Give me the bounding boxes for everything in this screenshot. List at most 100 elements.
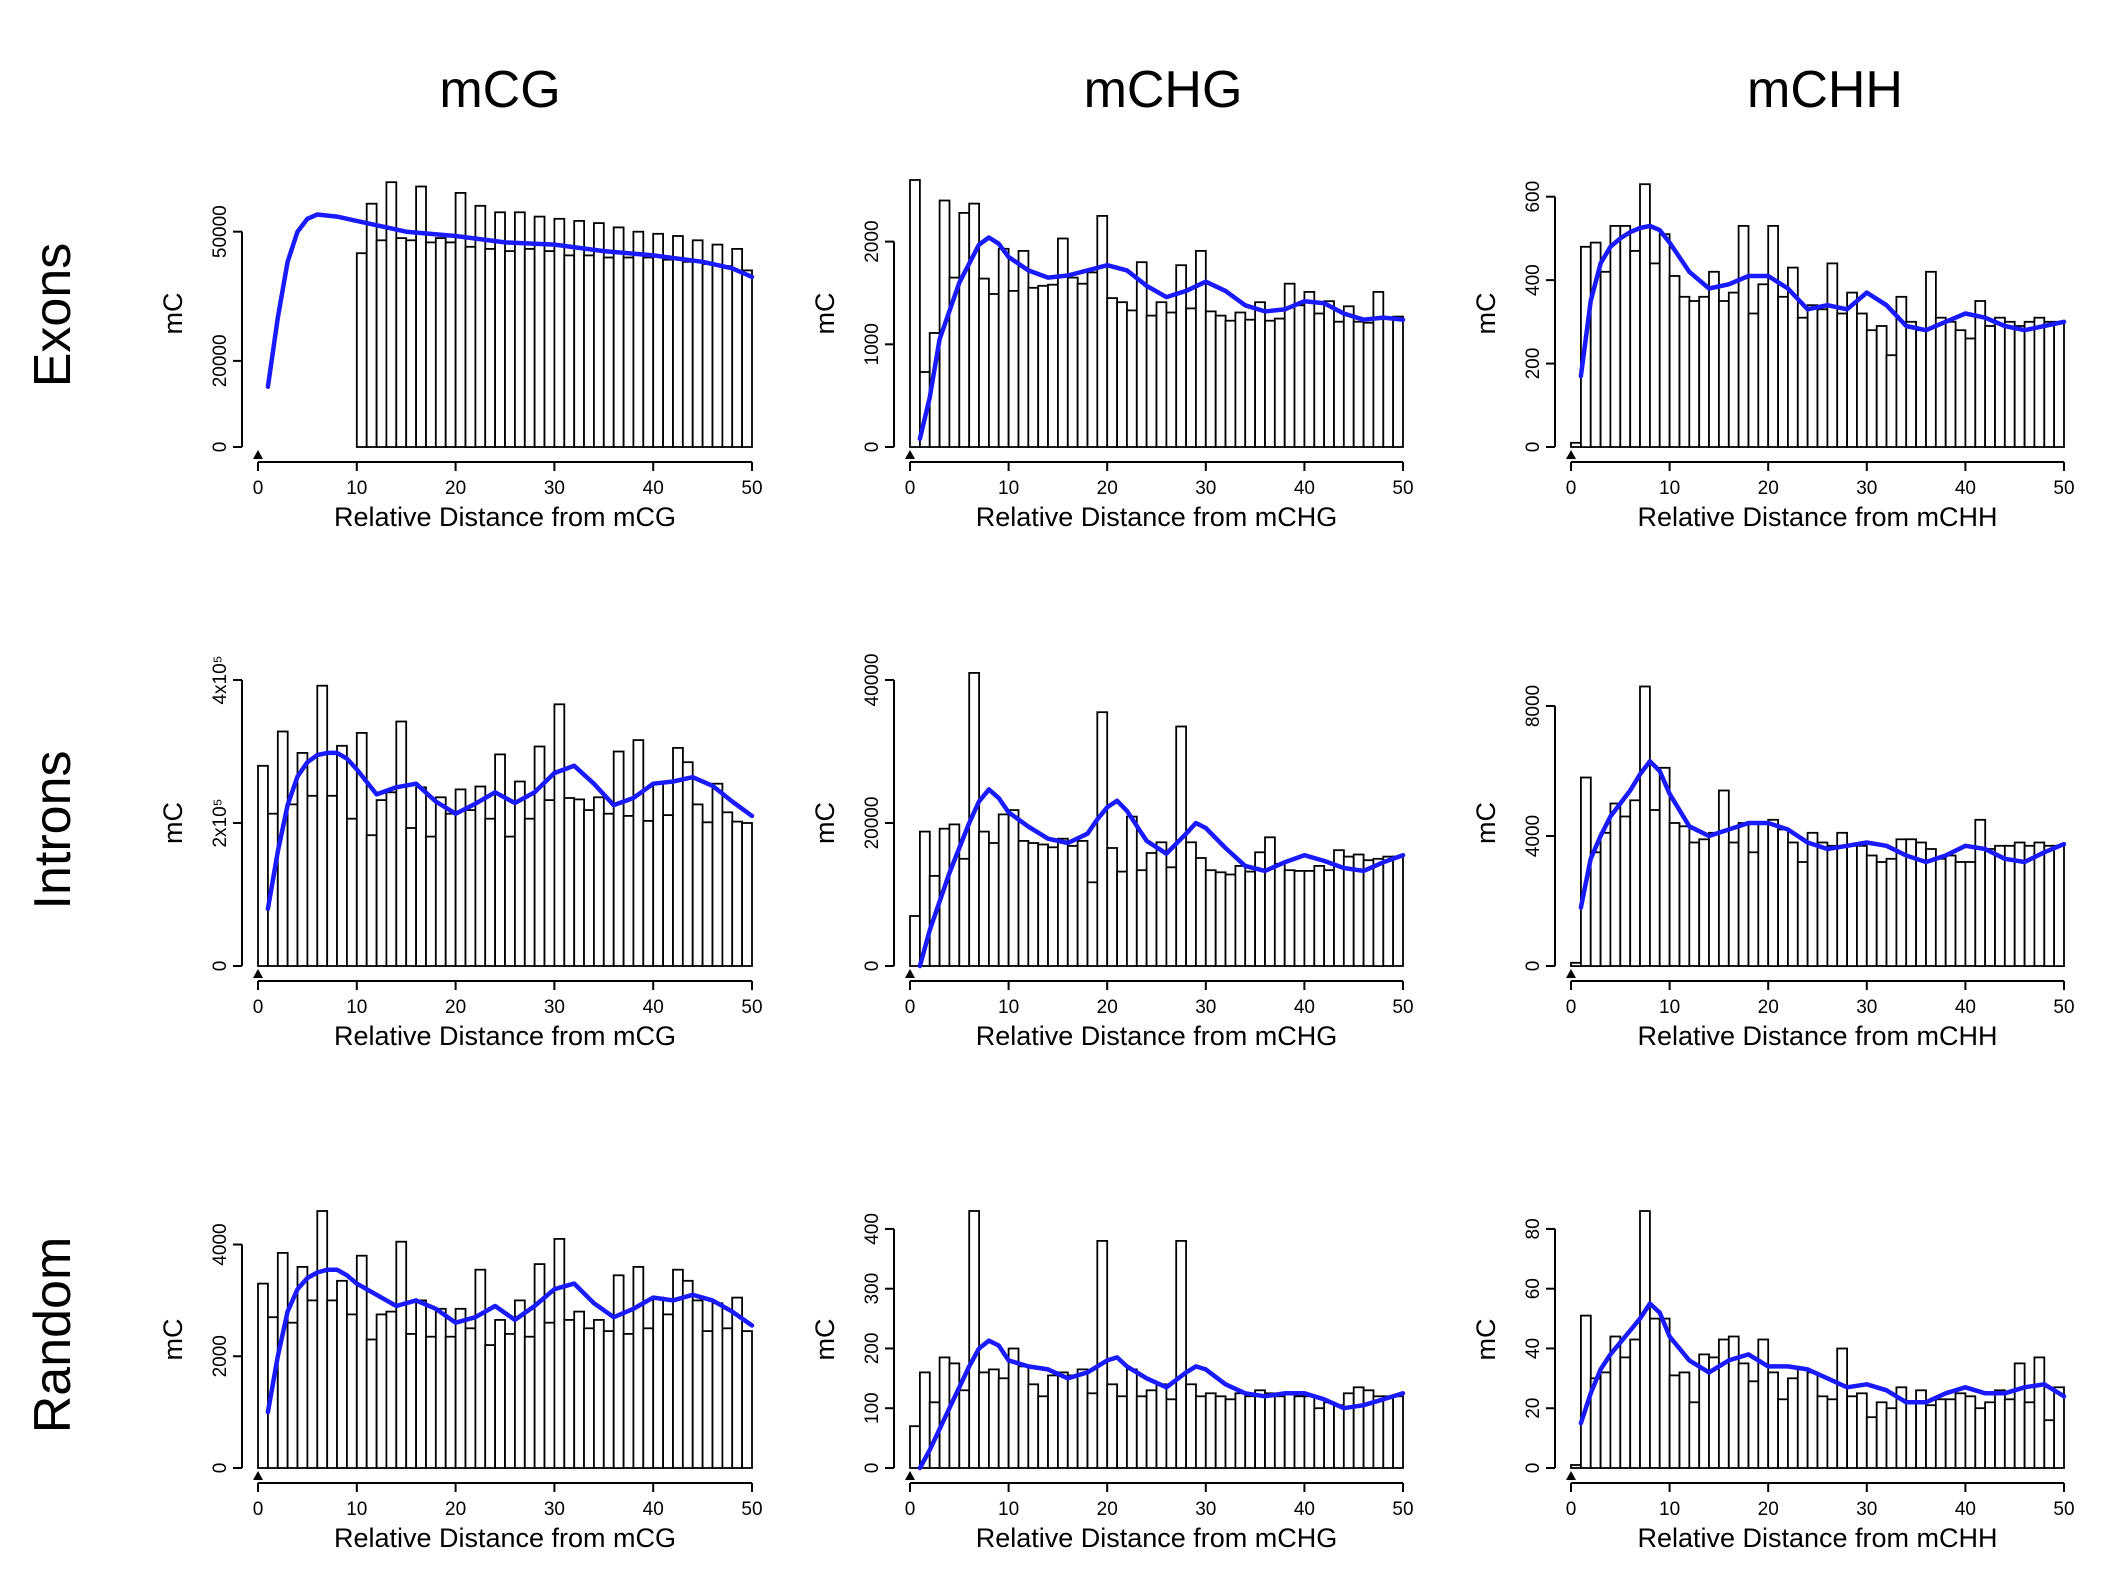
bar [1885, 1407, 1898, 1469]
x-axis-label: Relative Distance from mCHG [976, 1021, 1338, 1051]
bar [336, 1279, 348, 1469]
bar [1875, 1401, 1888, 1469]
bar [1106, 847, 1118, 967]
bar [997, 247, 1010, 448]
bar [731, 1296, 744, 1469]
bar [1155, 301, 1168, 448]
bar [1570, 441, 1582, 448]
bar [1086, 271, 1099, 448]
bar [1342, 855, 1355, 967]
y-tick-label: 40000 [862, 654, 883, 707]
x-axis-label: Relative Distance from mCHG [976, 502, 1338, 532]
panel-exons-mchg: 0 10 20 30 40 50 Relative Distance from mCHG 0 1… [810, 179, 1414, 532]
bar [345, 1313, 358, 1469]
bar [1846, 844, 1858, 967]
bar [1057, 837, 1069, 967]
bar [1392, 315, 1404, 448]
bar [523, 1335, 536, 1469]
bar [1076, 282, 1089, 448]
bar [681, 761, 694, 967]
bar [474, 785, 487, 967]
bar [385, 791, 398, 967]
bar [1076, 840, 1089, 967]
bar [1639, 685, 1651, 967]
bar [2023, 844, 2036, 967]
bar [543, 250, 556, 448]
bar [1708, 270, 1720, 448]
bar [1313, 312, 1326, 448]
y-tick-label: 20 [1523, 1398, 1544, 1419]
bar [1737, 822, 1750, 967]
bar [1096, 214, 1109, 448]
x-tick-label: 0 [1566, 478, 1577, 499]
x-axis-label: Relative Distance from mCHH [1637, 1021, 1997, 1051]
bar [1135, 261, 1148, 448]
y-tick-label: 4x10⁵ [210, 655, 231, 704]
bar [652, 232, 665, 448]
bar [1698, 838, 1710, 967]
bar [1796, 1368, 1809, 1469]
bar [1392, 1395, 1404, 1469]
bar [1846, 291, 1858, 448]
bar [1925, 1404, 1937, 1469]
bar [1806, 1371, 1819, 1469]
bar [1925, 270, 1937, 448]
bar [375, 239, 388, 448]
bar [385, 181, 398, 448]
bar [1283, 869, 1296, 967]
bar [425, 241, 437, 448]
bar [365, 202, 378, 448]
y-tick-label: 400 [862, 1213, 883, 1245]
bar [2003, 1398, 2016, 1469]
bar [1816, 308, 1829, 448]
bar [1944, 854, 1957, 967]
bar [2043, 844, 2056, 967]
bar [1609, 224, 1622, 448]
panel-exons-mchh: 0 10 20 30 40 50 Relative Distance from mCHH 0 2… [1471, 181, 2075, 532]
bar [1214, 314, 1227, 448]
bar [1007, 1347, 1020, 1469]
bar [1688, 841, 1701, 967]
bar [454, 1307, 467, 1469]
y-tick-label: 4000 [210, 1223, 231, 1265]
bar [1747, 1380, 1760, 1469]
bar [1649, 262, 1661, 448]
bar [1007, 809, 1020, 967]
bar [731, 820, 744, 967]
bar [533, 215, 546, 448]
bar [484, 817, 497, 967]
x-tick-label: 20 [445, 1499, 466, 1520]
bar [2053, 1386, 2065, 1469]
bar [968, 202, 981, 448]
bar [474, 1268, 487, 1469]
bar [1767, 1371, 1779, 1469]
bar [257, 764, 269, 967]
x-tick-label: 40 [1294, 478, 1315, 499]
y-tick-label: 60 [1523, 1278, 1544, 1299]
bar [425, 1335, 437, 1469]
row-title-exons: Exons [24, 243, 82, 388]
smooth-line [265, 1267, 755, 1415]
bar [1668, 1374, 1681, 1469]
bar [1944, 1398, 1957, 1469]
bar [1984, 848, 1996, 967]
bar [1017, 840, 1030, 967]
bar [1639, 1210, 1651, 1469]
x-tick-label: 20 [1758, 1499, 1779, 1520]
x-axis-label: Relative Distance from mCHH [1637, 502, 1997, 532]
bar [306, 794, 319, 967]
bar [504, 835, 516, 967]
bar [1885, 857, 1898, 967]
bar [1204, 869, 1217, 967]
bar [415, 185, 427, 448]
bar [464, 809, 477, 967]
bar [593, 222, 605, 448]
bar [701, 821, 714, 967]
bar [395, 1240, 408, 1469]
bar [1994, 316, 2006, 448]
x-tick-label: 50 [1392, 997, 1413, 1018]
bar [1362, 321, 1375, 448]
bar [1047, 283, 1059, 448]
x-tick-label: 30 [1195, 1499, 1216, 1520]
bar [1293, 870, 1306, 967]
